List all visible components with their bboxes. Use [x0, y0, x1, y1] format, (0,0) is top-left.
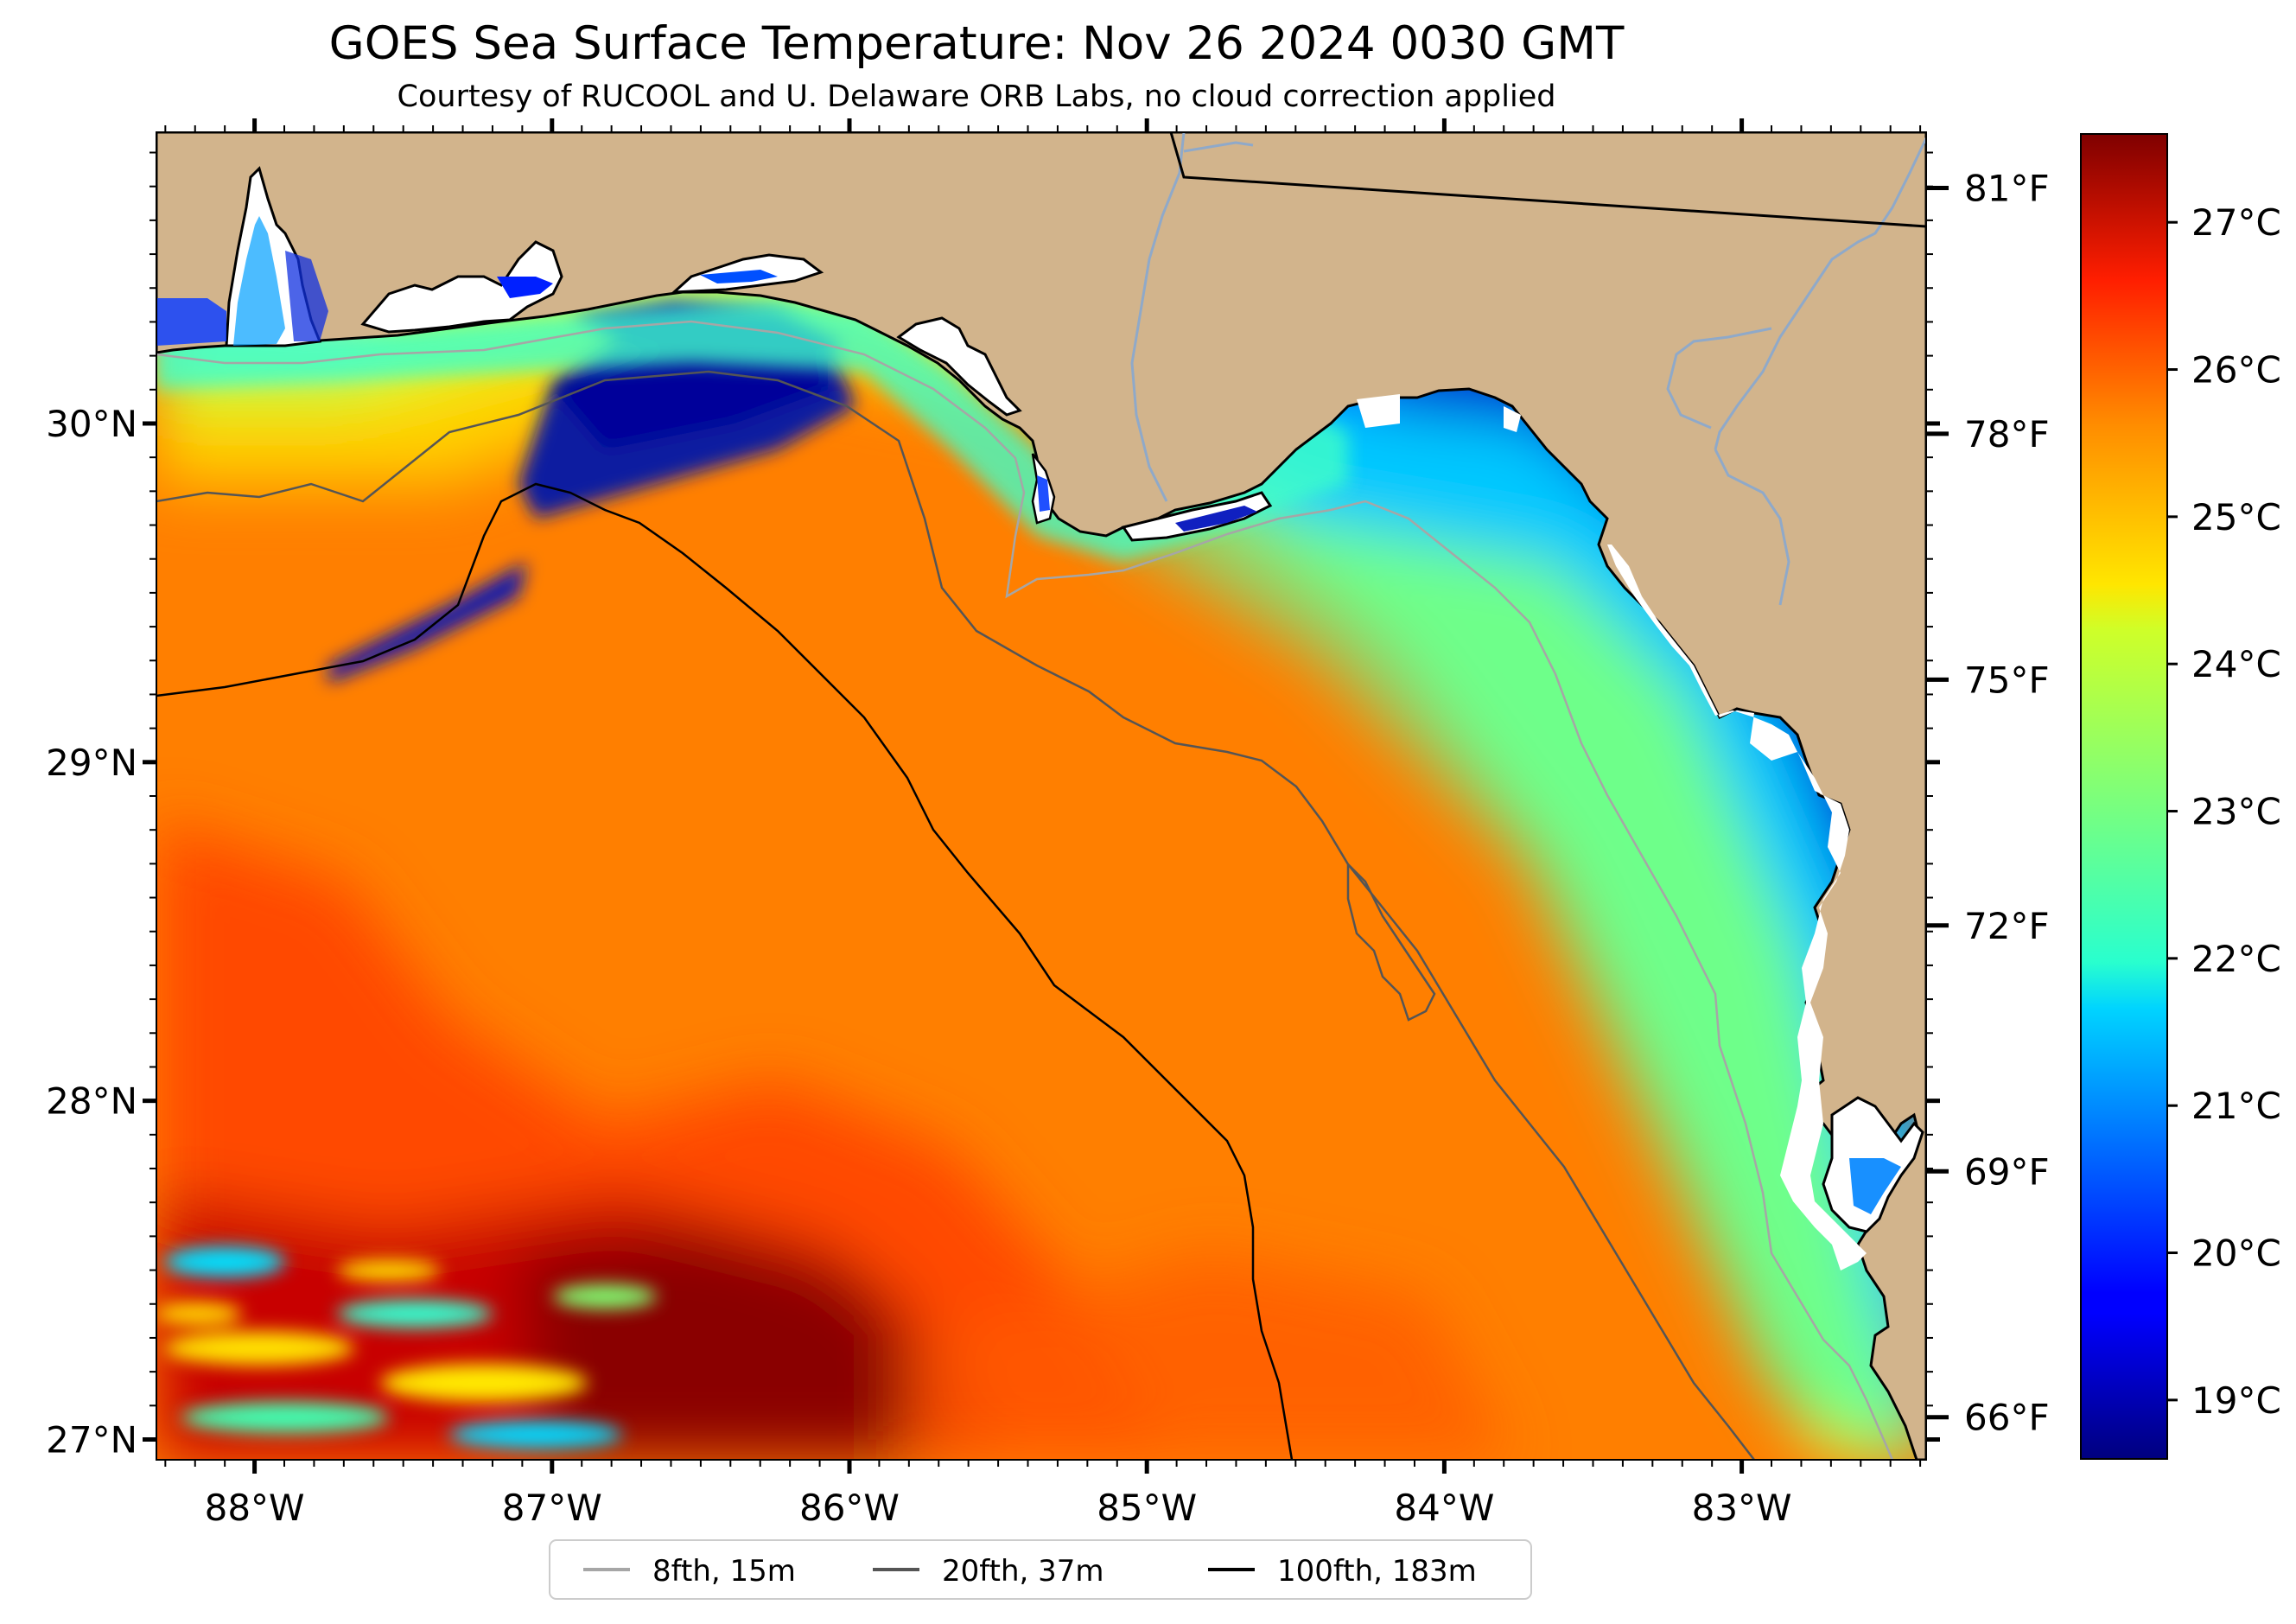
colorbar-tick-label: 23°C — [2191, 791, 2281, 833]
colorbar-tick-label: 27°C — [2191, 201, 2281, 244]
fahrenheit-tick-label: 78°F — [1964, 413, 2050, 455]
lat-tick-label: 27°N — [46, 1418, 137, 1461]
apalachicola-bay — [1121, 491, 1273, 542]
colorbar — [2080, 133, 2168, 1460]
lon-tick-label: 85°W — [1097, 1487, 1197, 1529]
apalachicola-cool — [1175, 506, 1257, 532]
mobile-bay-cool — [233, 216, 285, 346]
map-panel — [156, 132, 1926, 1460]
fahrenheit-tick-label: 81°F — [1964, 167, 2050, 209]
rivers — [1130, 132, 1926, 606]
isobath-8fth — [156, 320, 1894, 1460]
fahrenheit-tick-label: 72°F — [1964, 905, 2050, 947]
pensacola-bay-cool — [497, 277, 553, 298]
lon-tick-label: 86°W — [799, 1487, 900, 1529]
fahrenheit-tick-label: 75°F — [1964, 659, 2050, 701]
colorbar-tick-label: 25°C — [2191, 496, 2281, 538]
st-joseph-bay-cool — [1037, 475, 1050, 512]
lon-tick-label: 88°W — [205, 1487, 305, 1529]
colorbar-tick-label: 19°C — [2191, 1379, 2281, 1422]
longitude-axis: 88°W 87°W 86°W 85°W 84°W 83°W — [164, 118, 1922, 1529]
lat-tick-label: 28°N — [46, 1080, 137, 1123]
legend-label: 100fth, 183m — [1277, 1554, 1477, 1589]
legend-box — [549, 1539, 1532, 1600]
colorbar-tick-label: 24°C — [2191, 643, 2281, 685]
fahrenheit-tick-label: 66°F — [1964, 1397, 2050, 1439]
fahrenheit-axis: 81°F 78°F 75°F 72°F 69°F 66°F — [1926, 167, 2050, 1439]
fahrenheit-tick-label: 69°F — [1964, 1150, 2050, 1193]
colorbar-tick-label: 20°C — [2191, 1232, 2281, 1275]
colorbar-tick-label: 22°C — [2191, 938, 2281, 980]
sst-sw-patches — [156, 1246, 657, 1449]
lon-tick-label: 87°W — [502, 1487, 602, 1529]
legend-label: 20fth, 37m — [942, 1554, 1104, 1589]
map-title: GOES Sea Surface Temperature: Nov 26 202… — [328, 17, 1625, 70]
tampa-bay-cool — [1849, 1158, 1901, 1214]
lon-tick-label: 83°W — [1692, 1487, 1792, 1529]
choctaw-bay-cool — [700, 270, 778, 283]
isobath-100fth — [156, 482, 1294, 1460]
pensacola-bay — [360, 240, 563, 334]
isobath-20fth — [156, 370, 1755, 1460]
legend: 8fth, 15m 20fth, 37m 100fth, 183m — [549, 1539, 1532, 1600]
apalachee-white — [1357, 394, 1400, 428]
latitude-axis: 30°N 29°N 28°N 27°N — [46, 151, 1940, 1461]
apalachee-white-2 — [1504, 406, 1521, 432]
colorbar-tick-label: 21°C — [2191, 1085, 2281, 1127]
bigbend-white — [1607, 545, 1867, 1271]
lon-tick-label: 84°W — [1394, 1487, 1494, 1529]
colorbar-tick-label: 26°C — [2191, 349, 2281, 392]
map-subtitle: Courtesy of RUCOOL and U. Delaware ORB L… — [397, 80, 1556, 114]
perdido-bay-cool — [156, 298, 226, 346]
mobile-bay-east — [285, 251, 328, 341]
colorbar-ticks: 27°C 26°C 25°C 24°C 23°C 22°C 21°C 20°C 19°C — [2167, 201, 2281, 1422]
st-andrew-bay — [896, 316, 1022, 417]
legend-label: 8fth, 15m — [652, 1554, 796, 1589]
lat-tick-label: 29°N — [46, 742, 137, 784]
lat-tick-label: 30°N — [46, 403, 137, 445]
state-boundary — [1169, 132, 1926, 228]
